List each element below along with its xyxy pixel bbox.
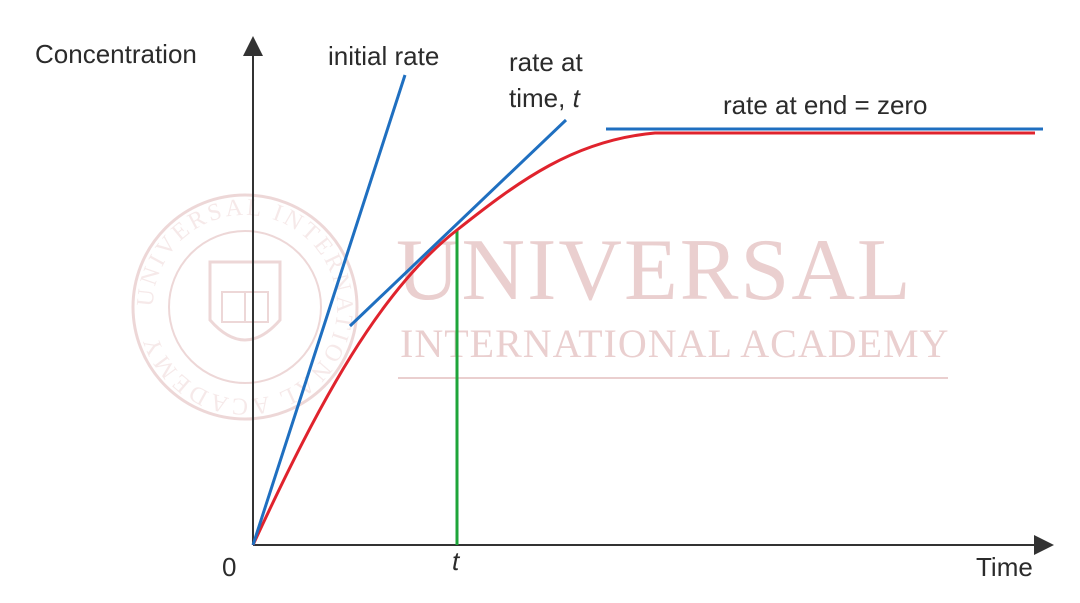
y-axis-label: Concentration (35, 39, 197, 69)
rate-at-t-label-line2: time, t (509, 83, 582, 113)
origin-label: 0 (222, 552, 236, 582)
rate-at-t-label-prefix: time, (509, 83, 573, 113)
initial-rate-tangent (251, 74, 407, 546)
rate-at-end-label: rate at end = zero (723, 90, 928, 120)
watermark-subtitle: INTERNATIONAL ACADEMY (400, 321, 949, 366)
rate-at-t-label-var: t (573, 83, 582, 113)
x-axis-label: Time (976, 552, 1033, 582)
x-tick-label-t: t (452, 546, 461, 576)
concentration-curve (251, 131, 1035, 546)
watermark-title: UNIVERSAL (396, 222, 913, 319)
watermark-seal: UNIVERSAL INTERNATIONAL ACADEMY (131, 193, 359, 421)
watermark: UNIVERSAL INTERNATIONAL ACADEMY UNIVERSA… (131, 193, 949, 421)
rate-at-t-label-line1: rate at (509, 47, 583, 77)
initial-rate-label: initial rate (328, 41, 439, 71)
rate-at-t-tangent (348, 118, 568, 328)
